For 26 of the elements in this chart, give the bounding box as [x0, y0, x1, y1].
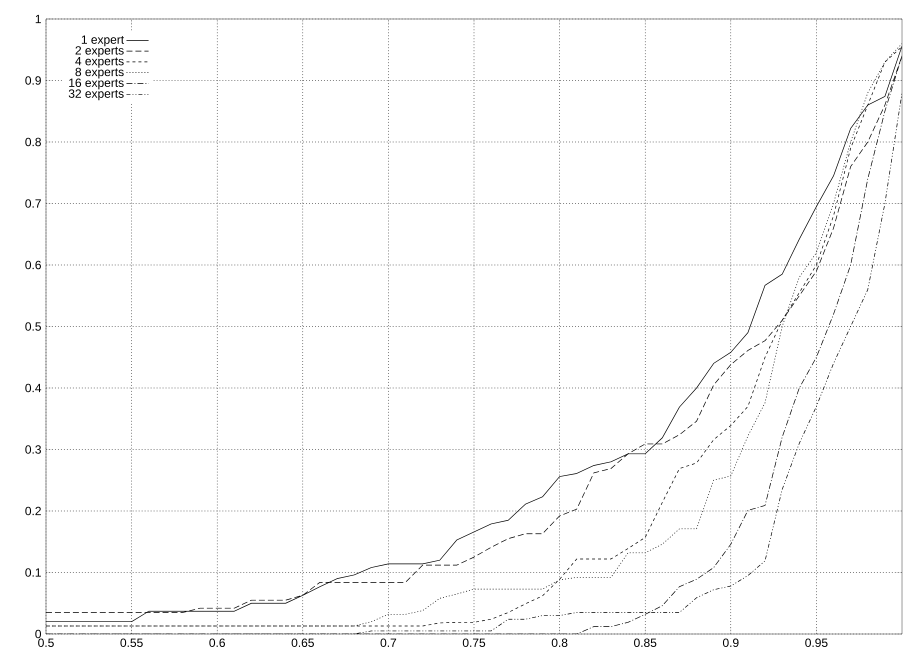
legend-label: 32 experts [68, 89, 124, 100]
y-tick-label: 0.4 [25, 384, 42, 392]
x-tick-label: 0.55 [120, 638, 143, 647]
x-tick-label: 0.85 [634, 638, 656, 647]
legend-label: 16 experts [69, 78, 124, 90]
legend-label: 8 experts [75, 68, 124, 79]
y-tick-label: 0.5 [25, 322, 41, 331]
x-tick-label: 0.7 [380, 638, 396, 647]
legend-label: 1 expert [82, 35, 124, 46]
x-tick-label: 0.8 [552, 638, 568, 647]
y-tick-label: 0.8 [25, 138, 41, 146]
legend-label: 4 experts [75, 57, 124, 68]
y-tick-label: 0.9 [25, 76, 41, 85]
x-tick-label: 0.95 [805, 638, 828, 647]
y-tick-label: 0.7 [25, 199, 41, 208]
y-tick-label: 0.2 [25, 506, 41, 516]
y-tick-label: 0 [35, 630, 42, 638]
y-tick-label: 0.1 [25, 568, 41, 577]
y-tick-label: 1 [36, 14, 41, 24]
x-tick-label: 0.75 [462, 638, 486, 647]
legend-label: 2 experts [76, 46, 124, 58]
y-tick-label: 0.6 [25, 260, 41, 270]
x-tick-label: 0.9 [722, 638, 739, 647]
x-tick-label: 0.65 [292, 638, 314, 647]
y-tick-label: 0.3 [25, 445, 41, 454]
x-tick-label: 0.6 [209, 638, 225, 647]
